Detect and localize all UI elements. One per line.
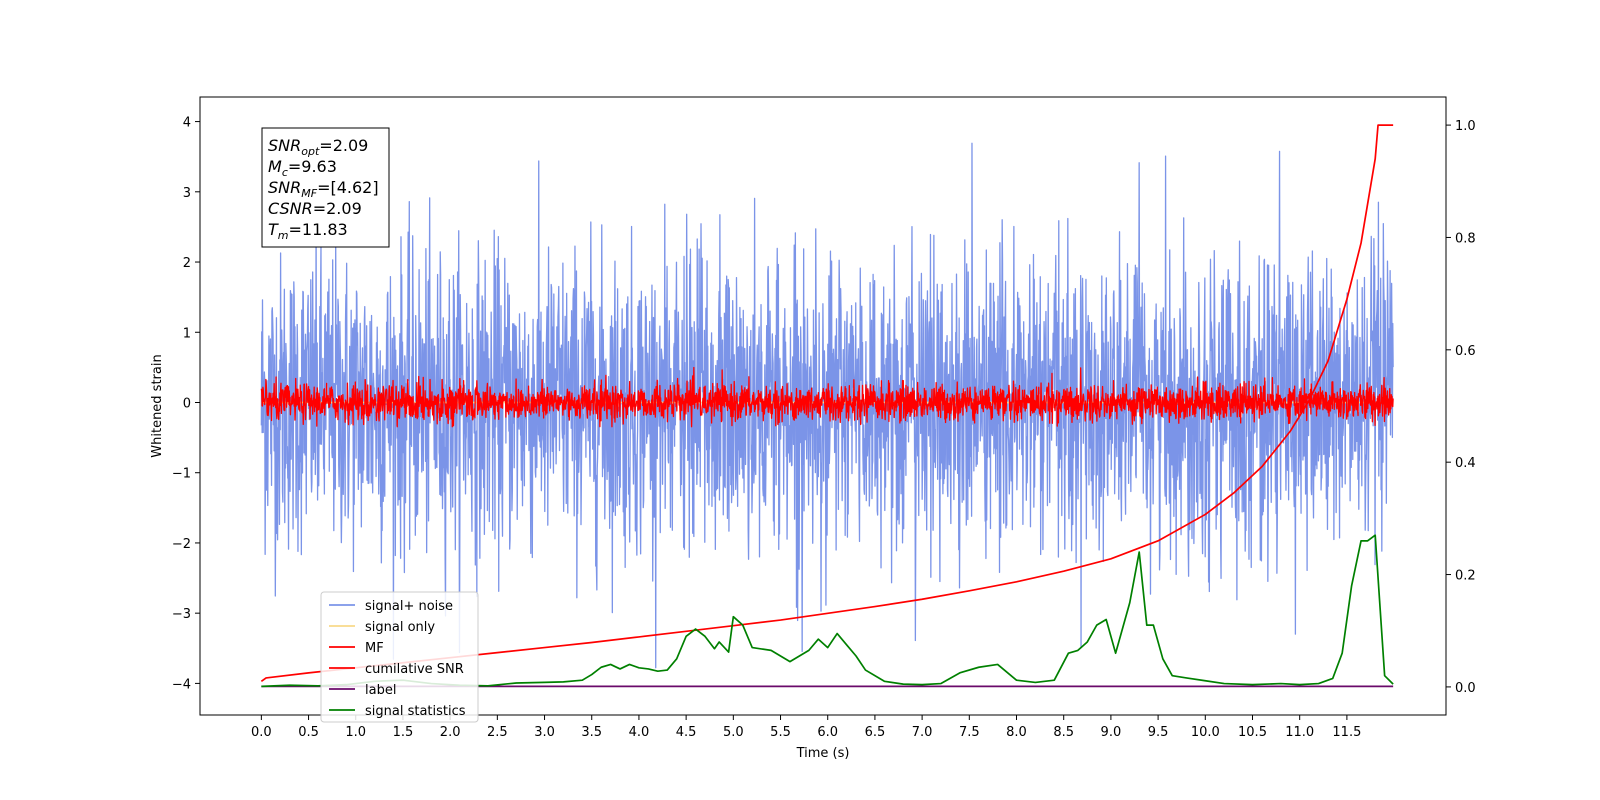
y-tick-label: 0 bbox=[183, 396, 191, 411]
info-line-snr_opt: SNRopt=2.09 bbox=[268, 136, 368, 158]
x-tick-label: 11.0 bbox=[1285, 725, 1314, 740]
x-tick-label: 2.5 bbox=[487, 725, 508, 740]
x-tick-label: 3.5 bbox=[581, 725, 602, 740]
x-tick-label: 11.5 bbox=[1332, 725, 1361, 740]
y-tick-label: 1 bbox=[183, 326, 191, 341]
x-tick-label: 0.0 bbox=[251, 725, 272, 740]
x-tick-label: 9.0 bbox=[1101, 725, 1122, 740]
y2-tick-label: 0.2 bbox=[1455, 569, 1476, 584]
legend-label-2: MF bbox=[365, 641, 384, 656]
y2-tick-label: 0.4 bbox=[1455, 456, 1476, 471]
info-line-mc: Mc=9.63 bbox=[268, 157, 337, 179]
y2-tick-label: 0.0 bbox=[1455, 681, 1476, 696]
y-tick-label: −4 bbox=[172, 677, 191, 692]
x-tick-label: 4.0 bbox=[629, 725, 650, 740]
info-line-snr_mf: SNRMF=[4.62] bbox=[268, 178, 379, 200]
x-tick-label: 6.5 bbox=[865, 725, 886, 740]
x-tick-label: 8.5 bbox=[1053, 725, 1074, 740]
info-line-tm: Tm=11.83 bbox=[268, 220, 348, 242]
y-axis-title: Whitened strain bbox=[150, 354, 165, 457]
y2-tick-label: 1.0 bbox=[1455, 119, 1476, 134]
legend-label-0: signal+ noise bbox=[365, 599, 453, 614]
info-line-csnr: CSNR=2.09 bbox=[268, 199, 362, 218]
x-tick-label: 9.5 bbox=[1148, 725, 1169, 740]
x-tick-label: 8.0 bbox=[1006, 725, 1027, 740]
x-tick-label: 5.0 bbox=[723, 725, 744, 740]
y-tick-label: 3 bbox=[183, 186, 191, 201]
x-tick-label: 4.5 bbox=[676, 725, 697, 740]
x-tick-label: 1.5 bbox=[393, 725, 414, 740]
series-line-2 bbox=[260, 366, 1394, 428]
series-line-5 bbox=[261, 534, 1394, 688]
plot-frame bbox=[199, 96, 1447, 716]
x-axis: 0.0 0.5 1.0 1.5 2.0 2.5 3.0 3.5 4.0 4.5 5.0 5.5 6.0 6… bbox=[251, 715, 1361, 740]
y-axis-right: 0.0 0.2 0.4 0.6 0.8 1.0 bbox=[1446, 119, 1476, 696]
legend-label-5: signal statistics bbox=[365, 704, 466, 719]
legend: signal+ noise signal only MF cumilative SNR… bbox=[320, 591, 479, 723]
x-tick-label: 10.0 bbox=[1191, 725, 1220, 740]
y-axis-left: −4 −3 −2 −1 0 1 2 3 4 bbox=[172, 116, 200, 692]
info-box-frame bbox=[261, 127, 390, 248]
legend-frame bbox=[320, 591, 479, 723]
y-tick-label: 4 bbox=[183, 116, 191, 131]
x-tick-label: 10.5 bbox=[1238, 725, 1267, 740]
legend-label-3: cumilative SNR bbox=[365, 662, 464, 677]
x-tick-label: 3.0 bbox=[534, 725, 555, 740]
x-tick-label: 7.0 bbox=[912, 725, 933, 740]
x-tick-label: 7.5 bbox=[959, 725, 980, 740]
x-axis-title: Time (s) bbox=[796, 746, 850, 761]
x-tick-label: 2.0 bbox=[440, 725, 461, 740]
x-tick-label: 0.5 bbox=[298, 725, 319, 740]
y-tick-label: −1 bbox=[172, 467, 191, 482]
legend-label-1: signal only bbox=[365, 620, 435, 635]
y-tick-label: −2 bbox=[172, 537, 191, 552]
x-tick-label: 5.5 bbox=[770, 725, 791, 740]
y2-tick-label: 0.6 bbox=[1455, 344, 1476, 359]
x-tick-label: 6.0 bbox=[817, 725, 838, 740]
y-tick-label: 2 bbox=[183, 256, 191, 271]
x-tick-label: 1.0 bbox=[345, 725, 366, 740]
y-tick-label: −3 bbox=[172, 607, 191, 622]
series-line-0 bbox=[260, 142, 1394, 669]
y2-tick-label: 0.8 bbox=[1455, 231, 1476, 246]
legend-label-4: label bbox=[365, 683, 396, 698]
